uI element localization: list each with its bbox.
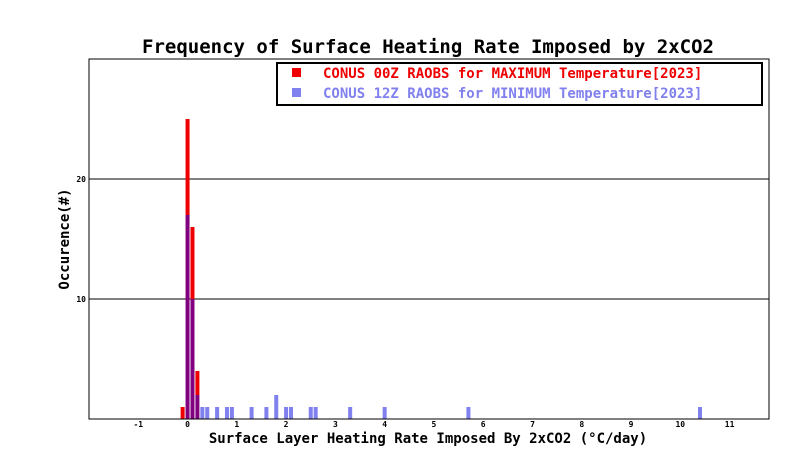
bar-min-temp [382, 407, 387, 419]
x-tick-label: 7 [530, 420, 535, 429]
x-tick-label: 5 [432, 420, 437, 429]
x-tick-label: 0 [185, 420, 190, 429]
bar-min-temp [249, 407, 254, 419]
bar-min-temp [348, 407, 353, 419]
x-tick-label: -1 [133, 420, 143, 429]
bar-min-temp [308, 407, 313, 419]
y-tick-label: 20 [76, 175, 86, 184]
x-tick-label: 9 [629, 420, 634, 429]
x-tick-label: 11 [725, 420, 735, 429]
bar-min-temp [284, 407, 289, 419]
bar-min-temp [215, 407, 220, 419]
bar-min-temp [200, 407, 205, 419]
bar-min-temp [313, 407, 318, 419]
bar-overlap [195, 395, 200, 419]
bar-min-temp [264, 407, 269, 419]
x-axis-label: Surface Layer Heating Rate Imposed By 2x… [209, 431, 647, 447]
grid-lines [89, 178, 769, 300]
x-tick-label: 6 [481, 420, 486, 429]
bar-min-temp [224, 407, 229, 419]
bar-min-temp [205, 407, 210, 419]
legend-entry-min: CONUS 12Z RAOBS for MINIMUM Temperature[… [323, 86, 702, 102]
bar-min-temp [274, 395, 279, 419]
bar-overlap [190, 299, 195, 419]
bar-max-temp [190, 227, 195, 299]
x-tick-label: 4 [382, 420, 387, 429]
legend-swatch-min [292, 88, 301, 97]
bars [180, 119, 703, 419]
x-tick-label: 1 [234, 420, 239, 429]
bar-min-temp [289, 407, 294, 419]
legend-entry-max: CONUS 00Z RAOBS for MAXIMUM Temperature[… [323, 66, 702, 82]
y-axis-label: Occurence(#) [57, 188, 73, 289]
tick-labels: 10 20 -1 0 1 2 3 4 5 6 7 8 9 10 11 [76, 175, 734, 429]
x-tick-label: 3 [333, 420, 338, 429]
legend-swatch-max [292, 68, 301, 77]
y-tick-label: 10 [76, 295, 86, 304]
bar-overlap [185, 215, 190, 419]
bar-max-temp [185, 119, 190, 215]
plot-frame [88, 58, 770, 420]
legend-box [276, 62, 763, 106]
bar-min-temp [229, 407, 234, 419]
x-tick-label: 2 [284, 420, 289, 429]
bar-min-temp [466, 407, 471, 419]
chart-title: Frequency of Surface Heating Rate Impose… [142, 36, 714, 58]
x-tick-label: 8 [579, 420, 584, 429]
bar-min-temp [698, 407, 703, 419]
bar-max-temp [195, 371, 200, 395]
x-tick-label: 10 [675, 420, 685, 429]
legend: CONUS 00Z RAOBS for MAXIMUM Temperature[… [276, 62, 763, 106]
bar-max-temp [180, 407, 185, 419]
